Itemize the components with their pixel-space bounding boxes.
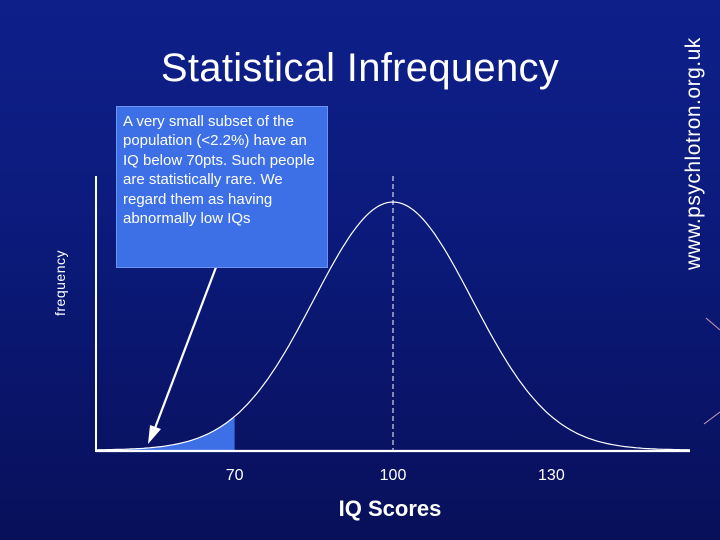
page-title: Statistical Infrequency [160, 46, 560, 90]
pointer-arrow [150, 261, 220, 437]
shaded-tail [96, 416, 235, 450]
x-axis-label: IQ Scores [338, 496, 442, 521]
edge-accent-line [705, 317, 720, 331]
x-tick-label: 100 [379, 467, 407, 484]
pointer-arrowhead [148, 425, 161, 444]
x-tick-label: 70 [225, 467, 244, 484]
x-tick-label: 130 [538, 467, 565, 484]
edge-accent-line [703, 411, 720, 425]
callout-box: A very small subset of the population (<… [116, 106, 328, 268]
